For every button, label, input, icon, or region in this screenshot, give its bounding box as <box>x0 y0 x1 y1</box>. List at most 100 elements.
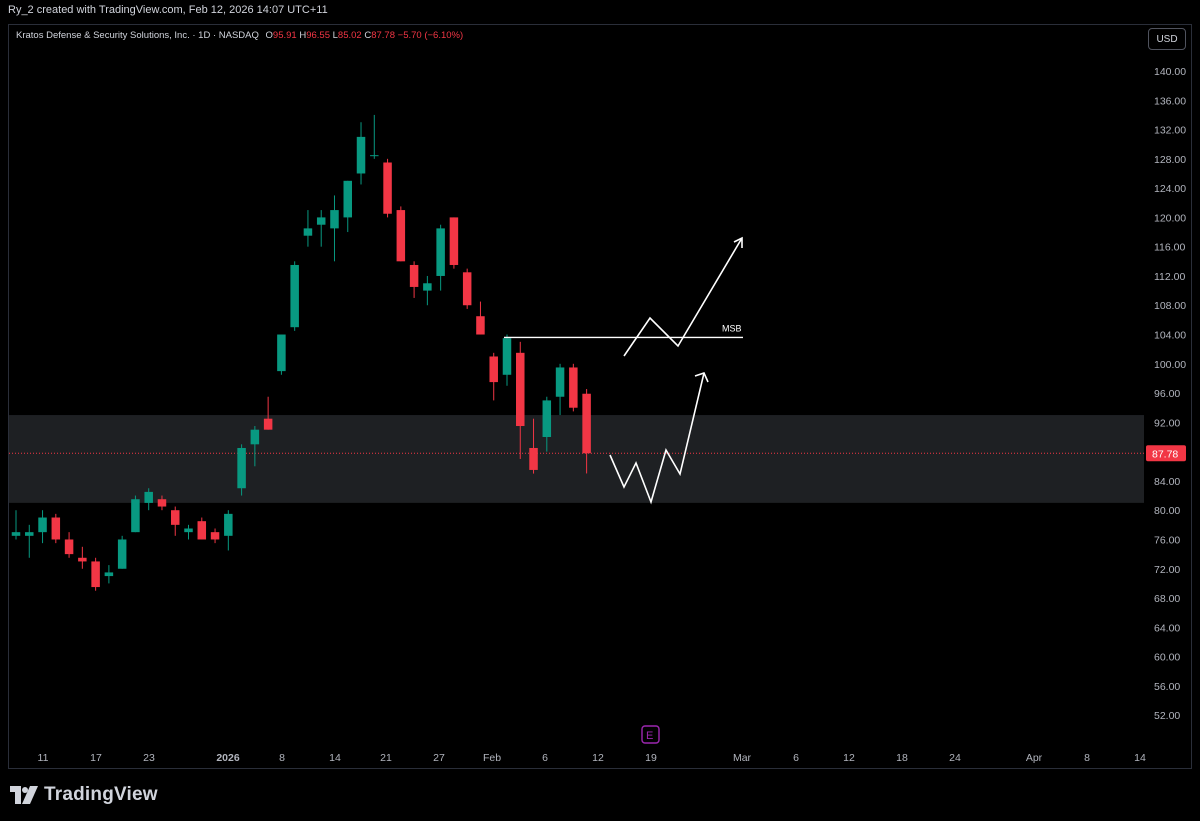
candle-body <box>542 400 552 437</box>
candle-body <box>25 532 34 536</box>
x-tick-label: Feb <box>483 752 501 764</box>
projection-lower-path <box>609 372 705 505</box>
arrow-head-lower <box>694 372 709 383</box>
candle-body <box>250 429 260 445</box>
change-value: −5.70 (−6.10%) <box>397 30 464 41</box>
x-tick-label: Apr <box>1026 752 1043 764</box>
y-tick-label: 96.00 <box>1154 388 1180 400</box>
candle-body <box>569 367 578 408</box>
candle-body <box>184 528 193 533</box>
candle-body <box>131 499 140 533</box>
candle-body <box>316 217 326 225</box>
last-price-label: 87.78 <box>1152 448 1178 460</box>
low-label: L <box>332 30 338 41</box>
y-tick-label: 132.00 <box>1154 125 1186 137</box>
candle-body <box>170 510 180 525</box>
candle-body <box>263 418 273 430</box>
x-tick-label: 17 <box>90 752 102 764</box>
candle-body <box>290 264 299 328</box>
candle-body <box>38 517 47 533</box>
candle-body <box>144 491 153 503</box>
y-tick-label: 80.00 <box>1154 505 1180 517</box>
candle-body <box>516 352 525 427</box>
earnings-icon-label: E <box>646 730 653 742</box>
projection-upper-path <box>623 237 743 357</box>
x-tick-label: 12 <box>843 752 855 764</box>
y-tick-label: 140.00 <box>1154 66 1186 78</box>
candle-body <box>210 532 220 540</box>
x-tick-label: 2026 <box>216 752 240 764</box>
candle-body <box>462 272 472 306</box>
x-tick-label: 8 <box>279 752 285 764</box>
high-label: H <box>299 30 307 41</box>
currency-button[interactable]: USD <box>1148 28 1186 50</box>
x-tick-label: Mar <box>733 752 752 764</box>
tradingview-logo[interactable]: TradingView <box>10 784 158 806</box>
symbol-title: Kratos Defense & Security Solutions, Inc… <box>16 30 259 41</box>
y-tick-label: 72.00 <box>1154 564 1180 576</box>
candle-body <box>277 334 286 372</box>
candle-body <box>423 283 432 291</box>
y-tick-label: 100.00 <box>1154 359 1186 371</box>
last-price-badge <box>1146 445 1186 462</box>
high-value: 96.55 <box>306 30 330 41</box>
y-tick-label: 128.00 <box>1154 154 1186 166</box>
y-tick-label: 120.00 <box>1154 212 1186 224</box>
y-tick-label: 116.00 <box>1154 242 1185 254</box>
candle-body <box>396 210 406 262</box>
candle-body <box>489 356 498 383</box>
y-tick-label: 136.00 <box>1154 95 1186 107</box>
candle-body <box>502 338 512 375</box>
candle-body <box>582 393 591 454</box>
earnings-icon[interactable] <box>641 725 660 744</box>
candle-body <box>449 217 459 265</box>
candle-body <box>51 517 61 540</box>
candle-body <box>197 521 207 540</box>
y-tick-label: 76.00 <box>1154 534 1180 546</box>
low-value: 85.02 <box>337 30 362 41</box>
x-tick-label: 19 <box>645 752 657 764</box>
candle-body <box>117 539 127 569</box>
candle-body <box>529 447 538 470</box>
x-tick-label: 23 <box>143 752 155 764</box>
candle-body <box>303 228 313 236</box>
x-tick-label: 6 <box>542 752 548 764</box>
candle-body <box>343 180 352 218</box>
x-tick-label: 27 <box>433 752 445 764</box>
candle-body <box>78 557 87 562</box>
x-tick-label: 18 <box>896 752 908 764</box>
candle-body <box>91 561 100 588</box>
arrow-head-upper <box>733 236 743 248</box>
candle-body <box>104 572 114 577</box>
candle-body <box>476 316 485 335</box>
candle-body <box>330 210 339 229</box>
candle-body <box>383 162 392 214</box>
candle-body <box>555 367 565 397</box>
chart-frame <box>8 24 1192 769</box>
candle-body <box>237 447 246 489</box>
y-tick-label: 112.00 <box>1154 271 1185 283</box>
y-tick-label: 108.00 <box>1154 300 1186 312</box>
x-tick-label: 11 <box>38 752 49 764</box>
x-tick-label: 8 <box>1084 752 1090 764</box>
y-tick-label: 56.00 <box>1154 681 1180 693</box>
candle-body <box>224 513 233 536</box>
y-tick-label: 68.00 <box>1154 593 1180 605</box>
candle-body <box>356 136 366 174</box>
candle-body <box>11 532 21 536</box>
x-tick-label: 21 <box>380 752 392 764</box>
tradingview-wordmark: TradingView <box>44 784 158 805</box>
x-tick-label: 6 <box>793 752 799 764</box>
close-value: 87.78 <box>371 30 395 41</box>
open-label: O <box>265 30 273 41</box>
candle-body <box>157 499 167 507</box>
candle-body <box>370 155 379 157</box>
candle-body <box>436 228 445 276</box>
y-tick-label: 52.00 <box>1154 710 1180 722</box>
x-tick-label: 14 <box>329 752 341 764</box>
symbol-legend: Kratos Defense & Security Solutions, Inc… <box>16 30 463 41</box>
y-tick-label: 104.00 <box>1154 330 1186 342</box>
support-zone <box>9 415 1144 503</box>
y-tick-label: 60.00 <box>1154 652 1180 664</box>
